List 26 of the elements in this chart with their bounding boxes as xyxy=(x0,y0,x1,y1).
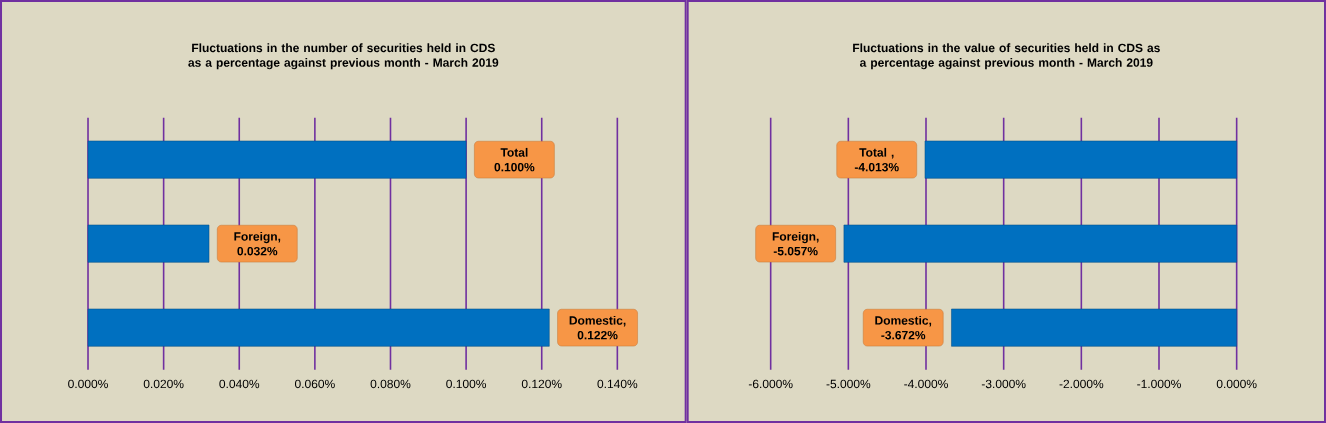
x-tick-label: 0.040% xyxy=(219,379,260,389)
data-label: Total 0.100% xyxy=(494,147,535,172)
x-tick-label: 0.060% xyxy=(294,379,335,389)
data-label: Domestic, 0.122% xyxy=(569,315,626,340)
x-tick-label: -6.000% xyxy=(748,379,793,389)
bar xyxy=(87,140,467,179)
x-tick-label: 0.100% xyxy=(446,379,487,389)
bar xyxy=(87,224,210,263)
x-tick-label: -5.000% xyxy=(826,379,871,389)
x-tick-label: -1.000% xyxy=(1137,379,1181,389)
x-tick-label: 0.140% xyxy=(597,379,638,389)
x-tick-label: -4.000% xyxy=(904,379,948,389)
chart-title: Fluctuations in the value of securities held in CDS as a percentage against previous month - March 2019 xyxy=(853,43,1160,70)
chart-title: Fluctuations in the number of securities held in CDS as a percentage against previous month - March 2019 xyxy=(188,43,499,70)
x-tick-label: 0.000% xyxy=(68,379,108,389)
x-tick-label: 0.020% xyxy=(143,379,184,389)
x-tick-label: 0.000% xyxy=(1216,379,1257,389)
bar xyxy=(87,308,550,347)
data-label: Total , -4.013% xyxy=(854,147,899,172)
data-label: Domestic, -3.672% xyxy=(875,315,932,340)
data-label: Foreign, -5.057% xyxy=(772,231,819,256)
x-tick-label: -3.000% xyxy=(981,379,1026,389)
x-tick-label: -2.000% xyxy=(1059,379,1104,389)
x-tick-label: 0.080% xyxy=(370,379,411,389)
x-tick-label: 0.120% xyxy=(521,379,562,389)
data-label: Foreign, 0.032% xyxy=(234,231,281,256)
